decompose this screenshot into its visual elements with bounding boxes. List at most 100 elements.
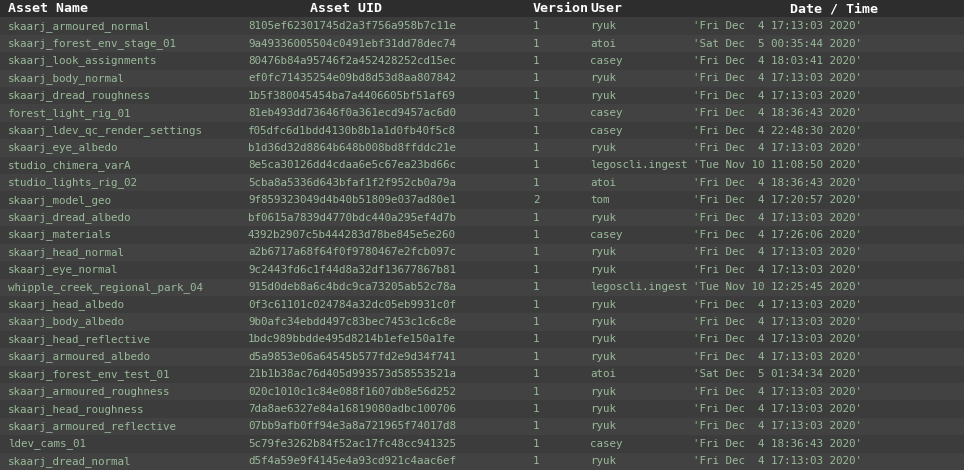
Text: atoi: atoi [590, 39, 616, 48]
Text: 1: 1 [533, 56, 540, 66]
Text: 7da8ae6327e84a16819080adbc100706: 7da8ae6327e84a16819080adbc100706 [248, 404, 456, 414]
Text: skaarj_body_albedo: skaarj_body_albedo [8, 317, 125, 328]
Bar [0, 366, 964, 383]
Text: skaarj_forest_env_test_01: skaarj_forest_env_test_01 [8, 369, 171, 380]
Text: b1d36d32d8864b648b008bd8ffddc21e: b1d36d32d8864b648b008bd8ffddc21e [248, 143, 456, 153]
Text: 'Fri Dec  4 18:36:43 2020': 'Fri Dec 4 18:36:43 2020' [693, 439, 862, 449]
Text: 'Fri Dec  4 17:13:03 2020': 'Fri Dec 4 17:13:03 2020' [693, 422, 862, 431]
Text: skaarj_armoured_normal: skaarj_armoured_normal [8, 21, 151, 31]
Bar [0, 87, 964, 104]
Text: skaarj_head_reflective: skaarj_head_reflective [8, 334, 151, 345]
Text: 1: 1 [533, 352, 540, 362]
Text: 1: 1 [533, 282, 540, 292]
Text: 1: 1 [533, 108, 540, 118]
Text: ryuk: ryuk [590, 317, 616, 327]
Bar [0, 0, 964, 17]
Text: 'Fri Dec  4 17:13:03 2020': 'Fri Dec 4 17:13:03 2020' [693, 91, 862, 101]
Text: 'Fri Dec  4 17:13:03 2020': 'Fri Dec 4 17:13:03 2020' [693, 317, 862, 327]
Text: ryuk: ryuk [590, 404, 616, 414]
Text: 1: 1 [533, 300, 540, 310]
Text: 2: 2 [533, 195, 540, 205]
Text: 'Tue Nov 10 11:08:50 2020': 'Tue Nov 10 11:08:50 2020' [693, 160, 862, 170]
Text: skaarj_dread_roughness: skaarj_dread_roughness [8, 90, 151, 101]
Text: a2b6717a68f64f0f9780467e2fcb097c: a2b6717a68f64f0f9780467e2fcb097c [248, 247, 456, 258]
Text: f05dfc6d1bdd4130b8b1a1d0fb40f5c8: f05dfc6d1bdd4130b8b1a1d0fb40f5c8 [248, 125, 456, 135]
Text: 80476b84a95746f2a452428252cd15ec: 80476b84a95746f2a452428252cd15ec [248, 56, 456, 66]
Text: 'Fri Dec  4 17:13:03 2020': 'Fri Dec 4 17:13:03 2020' [693, 143, 862, 153]
Text: skaarj_head_roughness: skaarj_head_roughness [8, 404, 145, 415]
Text: 1: 1 [533, 230, 540, 240]
Text: legoscli.ingest: legoscli.ingest [590, 282, 687, 292]
Text: ryuk: ryuk [590, 247, 616, 258]
Text: 'Fri Dec  4 17:13:03 2020': 'Fri Dec 4 17:13:03 2020' [693, 352, 862, 362]
Bar [0, 226, 964, 244]
Bar [0, 435, 964, 453]
Bar [0, 174, 964, 191]
Bar [0, 418, 964, 435]
Text: 'Fri Dec  4 18:03:41 2020': 'Fri Dec 4 18:03:41 2020' [693, 56, 862, 66]
Text: tom: tom [590, 195, 609, 205]
Text: casey: casey [590, 108, 623, 118]
Text: 1b5f380045454ba7a4406605bf51af69: 1b5f380045454ba7a4406605bf51af69 [248, 91, 456, 101]
Text: 1: 1 [533, 39, 540, 48]
Text: 1: 1 [533, 21, 540, 31]
Bar [0, 261, 964, 279]
Bar [0, 191, 964, 209]
Text: 1bdc989bbdde495d8214b1efe150a1fe: 1bdc989bbdde495d8214b1efe150a1fe [248, 335, 456, 345]
Bar [0, 209, 964, 226]
Text: 07bb9afb0ff94e3a8a721965f74017d8: 07bb9afb0ff94e3a8a721965f74017d8 [248, 422, 456, 431]
Bar [0, 400, 964, 418]
Bar [0, 348, 964, 366]
Text: ldev_cams_01: ldev_cams_01 [8, 439, 86, 449]
Text: skaarj_eye_normal: skaarj_eye_normal [8, 264, 119, 275]
Text: studio_chimera_varA: studio_chimera_varA [8, 160, 131, 171]
Text: ryuk: ryuk [590, 456, 616, 466]
Text: 'Fri Dec  4 17:13:03 2020': 'Fri Dec 4 17:13:03 2020' [693, 247, 862, 258]
Text: 'Fri Dec  4 17:13:03 2020': 'Fri Dec 4 17:13:03 2020' [693, 404, 862, 414]
Text: legoscli.ingest: legoscli.ingest [590, 160, 687, 170]
Text: ryuk: ryuk [590, 91, 616, 101]
Bar [0, 244, 964, 261]
Text: 8e5ca30126dd4cdaa6e5c67ea23bd66c: 8e5ca30126dd4cdaa6e5c67ea23bd66c [248, 160, 456, 170]
Text: 020c1010c1c84e088f1607db8e56d252: 020c1010c1c84e088f1607db8e56d252 [248, 387, 456, 397]
Text: 1: 1 [533, 125, 540, 135]
Text: 1: 1 [533, 317, 540, 327]
Text: 5c79fe3262b84f52ac17fc48cc941325: 5c79fe3262b84f52ac17fc48cc941325 [248, 439, 456, 449]
Text: 1: 1 [533, 422, 540, 431]
Text: 21b1b38ac76d405d993573d58553521a: 21b1b38ac76d405d993573d58553521a [248, 369, 456, 379]
Text: 'Fri Dec  4 17:20:57 2020': 'Fri Dec 4 17:20:57 2020' [693, 195, 862, 205]
Text: 'Fri Dec  4 17:13:03 2020': 'Fri Dec 4 17:13:03 2020' [693, 335, 862, 345]
Bar [0, 313, 964, 331]
Text: casey: casey [590, 125, 623, 135]
Text: skaarj_body_normal: skaarj_body_normal [8, 73, 125, 84]
Text: 'Tue Nov 10 12:25:45 2020': 'Tue Nov 10 12:25:45 2020' [693, 282, 862, 292]
Text: 8105ef62301745d2a3f756a958b7c11e: 8105ef62301745d2a3f756a958b7c11e [248, 21, 456, 31]
Text: 'Fri Dec  4 17:13:03 2020': 'Fri Dec 4 17:13:03 2020' [693, 387, 862, 397]
Text: 9b0afc34ebdd497c83bec7453c1c6c8e: 9b0afc34ebdd497c83bec7453c1c6c8e [248, 317, 456, 327]
Bar [0, 331, 964, 348]
Text: 1: 1 [533, 387, 540, 397]
Text: ryuk: ryuk [590, 335, 616, 345]
Text: skaarj_ldev_qc_render_settings: skaarj_ldev_qc_render_settings [8, 125, 203, 136]
Text: ryuk: ryuk [590, 143, 616, 153]
Text: 915d0deb8a6c4bdc9ca73205ab52c78a: 915d0deb8a6c4bdc9ca73205ab52c78a [248, 282, 456, 292]
Text: 9f859323049d4b40b51809e037ad80e1: 9f859323049d4b40b51809e037ad80e1 [248, 195, 456, 205]
Text: casey: casey [590, 439, 623, 449]
Text: skaarj_dread_albedo: skaarj_dread_albedo [8, 212, 131, 223]
Text: 1: 1 [533, 335, 540, 345]
Text: skaarj_forest_env_stage_01: skaarj_forest_env_stage_01 [8, 38, 177, 49]
Bar [0, 453, 964, 470]
Text: 'Fri Dec  4 17:13:03 2020': 'Fri Dec 4 17:13:03 2020' [693, 265, 862, 275]
Text: 'Fri Dec  4 17:13:03 2020': 'Fri Dec 4 17:13:03 2020' [693, 212, 862, 223]
Text: 5cba8a5336d643bfaf1f2f952cb0a79a: 5cba8a5336d643bfaf1f2f952cb0a79a [248, 178, 456, 188]
Text: ef0fc71435254e09bd8d53d8aa807842: ef0fc71435254e09bd8d53d8aa807842 [248, 73, 456, 83]
Text: d5f4a59e9f4145e4a93cd921c4aac6ef: d5f4a59e9f4145e4a93cd921c4aac6ef [248, 456, 456, 466]
Text: 1: 1 [533, 160, 540, 170]
Text: 'Sat Dec  5 01:34:34 2020': 'Sat Dec 5 01:34:34 2020' [693, 369, 862, 379]
Text: skaarj_eye_albedo: skaarj_eye_albedo [8, 142, 119, 153]
Text: 'Fri Dec  4 17:13:03 2020': 'Fri Dec 4 17:13:03 2020' [693, 21, 862, 31]
Text: studio_lights_rig_02: studio_lights_rig_02 [8, 177, 138, 188]
Text: ryuk: ryuk [590, 265, 616, 275]
Text: ryuk: ryuk [590, 212, 616, 223]
Text: ryuk: ryuk [590, 352, 616, 362]
